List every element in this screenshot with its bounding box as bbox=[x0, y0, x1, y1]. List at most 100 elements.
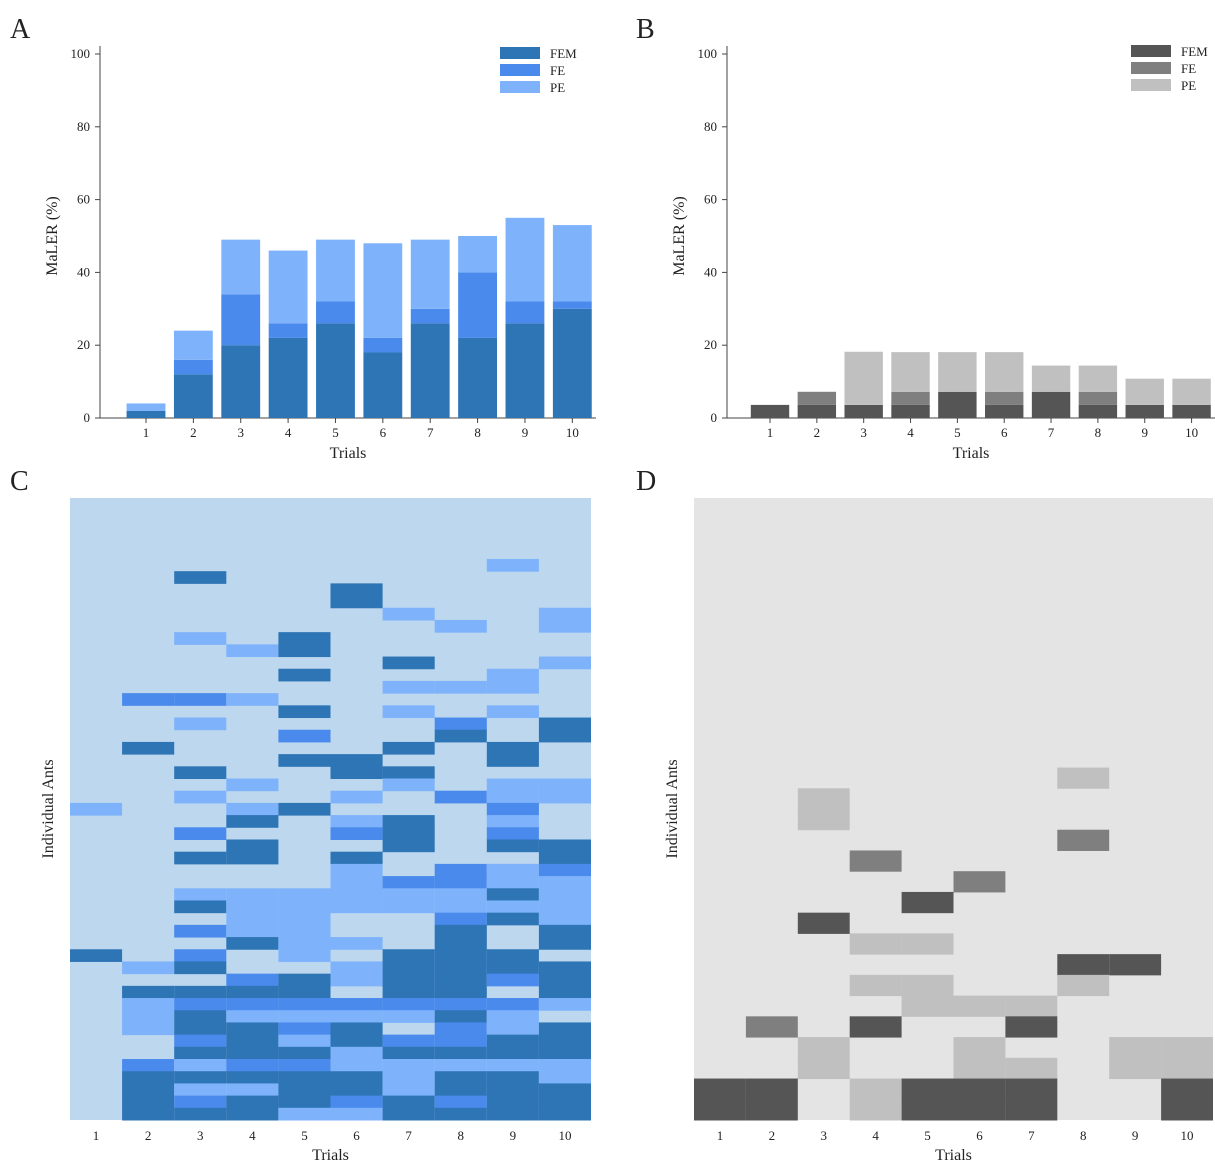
x-tick-label: 9 bbox=[1141, 425, 1148, 440]
cell-fe bbox=[174, 924, 227, 938]
cell-fem bbox=[1057, 954, 1110, 976]
bar-fe-trial-6 bbox=[363, 337, 403, 353]
cell-pe bbox=[486, 900, 539, 914]
legend-label-fe: FE bbox=[550, 63, 565, 78]
cell-pe bbox=[330, 790, 383, 804]
bar-pe-trial-6 bbox=[363, 243, 403, 338]
bar-fe-trial-5 bbox=[316, 301, 355, 324]
cell-fem bbox=[122, 1071, 175, 1084]
x-tick-label: 3 bbox=[237, 425, 244, 440]
x-tick-label: 8 bbox=[458, 1128, 465, 1143]
cell-pe bbox=[70, 802, 123, 816]
cell-fe bbox=[434, 876, 487, 889]
cell-fem bbox=[330, 1083, 383, 1097]
cell-pe bbox=[1109, 1037, 1162, 1059]
cell-fem bbox=[434, 973, 487, 987]
bar-fem-trial-8 bbox=[1078, 404, 1118, 418]
y-tick-label: 0 bbox=[84, 410, 91, 425]
x-tick-label: 2 bbox=[769, 1128, 776, 1143]
cell-fem bbox=[434, 729, 487, 743]
cell-fem bbox=[330, 851, 383, 865]
cell-fe bbox=[849, 850, 902, 872]
bar-fem-trial-5 bbox=[316, 323, 355, 418]
cell-fe bbox=[434, 998, 487, 1011]
cell-pe bbox=[1057, 974, 1110, 997]
y-tick-label: 60 bbox=[77, 192, 90, 207]
cell-pe bbox=[174, 1059, 227, 1072]
legend-label-pe: PE bbox=[1181, 78, 1196, 93]
x-tick-label: 10 bbox=[1185, 425, 1198, 440]
cell-fem bbox=[538, 839, 591, 853]
cell-pe bbox=[901, 995, 954, 1017]
cell-pe bbox=[849, 1099, 902, 1121]
y-tick-label: 100 bbox=[71, 46, 91, 61]
x-tick-label: 4 bbox=[285, 425, 292, 440]
cell-pe bbox=[486, 863, 539, 877]
cell-pe bbox=[434, 888, 487, 901]
cell-pe bbox=[953, 995, 1006, 1017]
cell-pe bbox=[538, 912, 591, 926]
x-tick-label: 4 bbox=[249, 1128, 256, 1143]
cell-fem bbox=[486, 839, 539, 853]
cell-fe bbox=[953, 871, 1006, 893]
cell-pe bbox=[122, 998, 175, 1011]
x-tick-label: 2 bbox=[814, 425, 821, 440]
panel-letter-d: D bbox=[636, 466, 656, 497]
cell-fem bbox=[901, 1099, 954, 1121]
legend-label-fem: FEM bbox=[1181, 44, 1208, 59]
cell-pe bbox=[226, 778, 279, 792]
bar-pe-trial-9 bbox=[505, 217, 545, 302]
cell-fem bbox=[278, 1071, 331, 1084]
cell-pe bbox=[538, 900, 591, 914]
cell-pe bbox=[1057, 767, 1110, 789]
cell-fem bbox=[278, 668, 331, 682]
cell-pe bbox=[486, 1059, 539, 1072]
cell-fem bbox=[486, 1083, 539, 1097]
cell-fem bbox=[538, 937, 591, 950]
cell-fem bbox=[538, 1095, 591, 1109]
bar-pe-trial-6 bbox=[985, 352, 1024, 392]
bar-fe-trial-4 bbox=[268, 323, 308, 338]
cell-fem bbox=[278, 705, 331, 719]
bar-pe-trial-8 bbox=[1078, 365, 1118, 392]
cell-fem bbox=[486, 912, 539, 926]
x-tick-label: 6 bbox=[353, 1128, 360, 1143]
cell-pe bbox=[849, 1078, 902, 1100]
cell-fem bbox=[122, 985, 175, 999]
cell-pe bbox=[434, 680, 487, 694]
cell-fem bbox=[330, 1022, 383, 1036]
cell-pe bbox=[538, 1071, 591, 1084]
bar-fem-trial-3 bbox=[221, 345, 261, 418]
x-tick-label: 6 bbox=[1001, 425, 1008, 440]
cell-fe bbox=[330, 827, 383, 840]
cell-pe bbox=[797, 809, 850, 831]
cell-fe bbox=[226, 1059, 279, 1072]
cell-fem bbox=[538, 717, 591, 731]
cell-fem bbox=[1005, 1016, 1058, 1038]
x-axis-title: Trials bbox=[953, 445, 990, 462]
cell-pe bbox=[486, 790, 539, 804]
cell-fem bbox=[382, 827, 435, 840]
panel-letter-c: C bbox=[10, 466, 29, 497]
y-tick-label: 80 bbox=[704, 119, 717, 134]
cell-fem bbox=[434, 1083, 487, 1097]
cell-fem bbox=[486, 949, 539, 962]
cell-fem bbox=[278, 1046, 331, 1060]
y-tick-label: 100 bbox=[698, 46, 718, 61]
cell-fem bbox=[226, 1022, 279, 1036]
bar-pe-trial-4 bbox=[268, 250, 308, 324]
cell-pe bbox=[122, 961, 175, 975]
bar-fem-trial-6 bbox=[985, 404, 1024, 418]
cell-pe bbox=[538, 1059, 591, 1072]
legend-swatch-pe bbox=[500, 81, 540, 93]
legend-swatch-fe bbox=[500, 64, 540, 76]
bar-pe-trial-1 bbox=[126, 403, 166, 411]
bar-pe-trial-7 bbox=[410, 239, 450, 309]
cell-fe bbox=[434, 1022, 487, 1036]
cell-fem bbox=[486, 961, 539, 975]
cell-fem bbox=[122, 1107, 175, 1121]
cell-fem bbox=[278, 1083, 331, 1097]
cell-fe bbox=[174, 693, 227, 706]
bar-pe-trial-3 bbox=[844, 351, 883, 405]
